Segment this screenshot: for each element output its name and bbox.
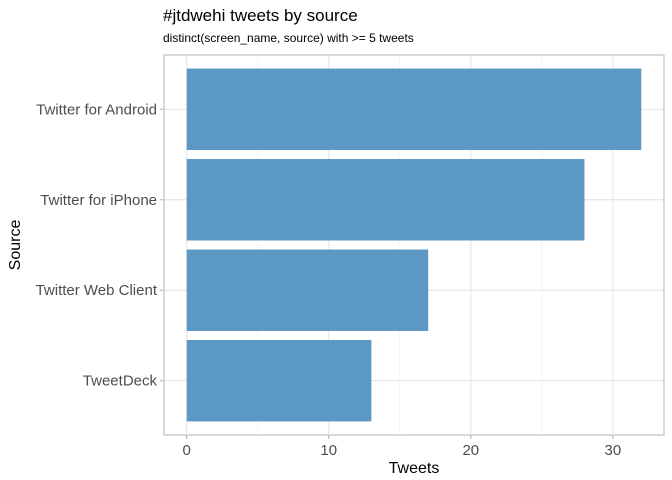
bar	[186, 68, 642, 150]
bar	[186, 249, 429, 331]
bar	[186, 159, 585, 241]
chart-title: #jtdwehi tweets by source	[163, 6, 358, 25]
plot-panel	[163, 54, 665, 436]
y-tick-label: Twitter for Android	[36, 101, 157, 118]
x-axis-title: Tweets	[389, 460, 440, 477]
chart-subtitle: distinct(screen_name, source) with >= 5 …	[163, 31, 414, 45]
x-axis-ticks: 0 10 20 30	[183, 435, 622, 459]
bars	[186, 68, 642, 422]
y-axis-title: Source	[7, 220, 24, 271]
y-tick-label: Twitter for iPhone	[40, 192, 157, 209]
x-tick-label: 20	[462, 442, 479, 459]
x-tick-label: 30	[605, 442, 622, 459]
bar	[186, 340, 372, 422]
x-tick-label: 10	[320, 442, 337, 459]
y-tick-label: TweetDeck	[83, 373, 158, 390]
y-axis-ticks: Twitter for Android Twitter for iPhone Twi…	[36, 101, 164, 390]
x-tick-label: 0	[183, 442, 191, 459]
y-tick-label: Twitter Web Client	[36, 282, 158, 299]
